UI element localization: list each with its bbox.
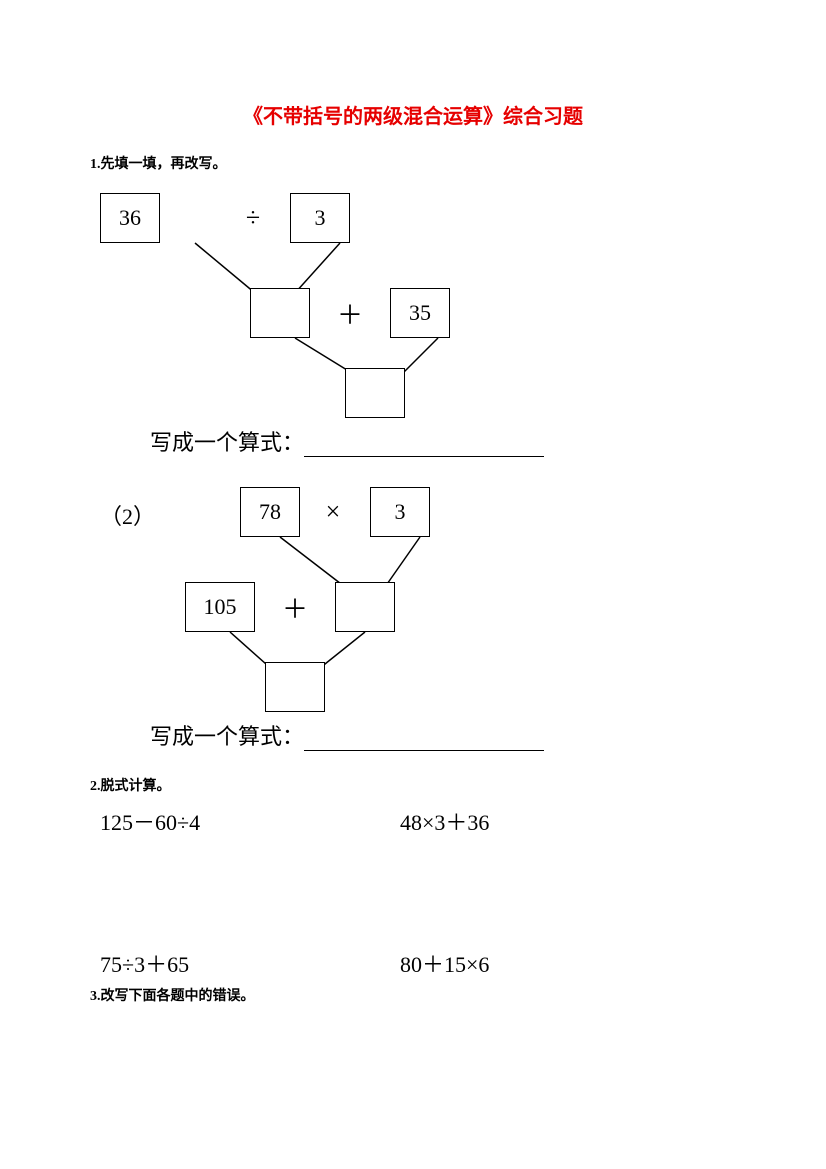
page-title: 《不带括号的两级混合运算》综合习题 (90, 100, 736, 129)
calc-2: 48×3＋36 (400, 805, 736, 837)
plus-op-1: ＋ (335, 298, 365, 328)
q3-heading: 3.改写下面各题中的错误。 (90, 985, 736, 1005)
calc-1: 125－60÷4 (100, 805, 400, 837)
write-line-2: 写成一个算式： (150, 719, 736, 751)
write-label-1: 写成一个算式： (150, 430, 304, 455)
q2-heading: 2.脱式计算。 (90, 775, 736, 795)
write-label-2: 写成一个算式： (150, 724, 304, 749)
worksheet-page: 《不带括号的两级混合运算》综合习题 1.先填一填，再改写。 （1） 36 ÷ 3… (0, 0, 826, 1169)
plus-op-2: ＋ (280, 592, 310, 622)
diagram2-box-105: 105 (185, 582, 255, 632)
diagram2-box-78: 78 (240, 487, 300, 537)
blank-2[interactable] (304, 750, 544, 751)
divide-op: ÷ (238, 203, 268, 233)
blank-1[interactable] (304, 456, 544, 457)
calc-row-1: 125－60÷4 48×3＋36 (100, 805, 736, 837)
diagram2-box-empty2[interactable] (265, 662, 325, 712)
diagram1-box-3: 3 (290, 193, 350, 243)
diagram1-box-empty1[interactable] (250, 288, 310, 338)
calc-3: 75÷3＋65 (100, 947, 400, 979)
diagram1-box-36: 36 (100, 193, 160, 243)
q1-heading: 1.先填一填，再改写。 (90, 153, 736, 173)
calc-4: 80＋15×6 (400, 947, 736, 979)
diagram-1: （1） 36 ÷ 3 ＋ 35 (100, 183, 736, 413)
times-op: × (318, 497, 348, 527)
calc-row-2: 75÷3＋65 80＋15×6 (100, 947, 736, 979)
diagram-2: （2） 78 × 3 105 ＋ (100, 477, 736, 707)
write-line-1: 写成一个算式： (150, 425, 736, 457)
diagram2-label: （2） (100, 499, 155, 531)
diagram1-box-35: 35 (390, 288, 450, 338)
diagram2-box-empty1[interactable] (335, 582, 395, 632)
diagram1-box-empty2[interactable] (345, 368, 405, 418)
diagram2-box-3: 3 (370, 487, 430, 537)
